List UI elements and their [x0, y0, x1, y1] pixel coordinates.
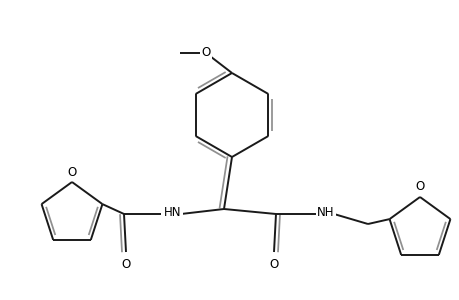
Text: HN: HN [164, 206, 181, 218]
Text: O: O [269, 257, 278, 271]
Text: O: O [201, 46, 210, 59]
Text: O: O [67, 166, 77, 178]
Text: O: O [414, 181, 424, 194]
Text: O: O [121, 257, 130, 271]
Text: NH: NH [317, 206, 334, 218]
